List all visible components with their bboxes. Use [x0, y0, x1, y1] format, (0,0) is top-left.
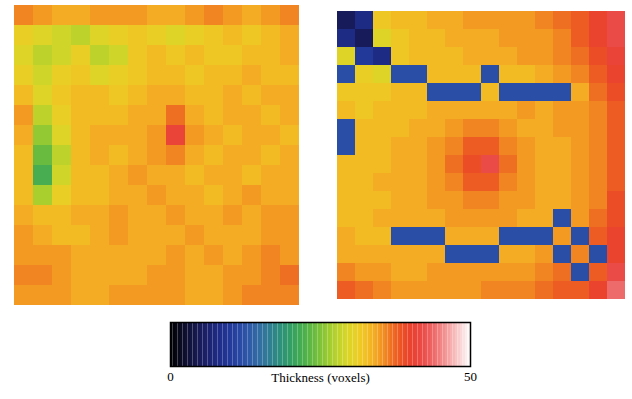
svg-text:Thickness (voxels): Thickness (voxels) — [271, 370, 370, 385]
svg-text:0: 0 — [167, 369, 174, 384]
svg-text:50: 50 — [464, 369, 477, 384]
